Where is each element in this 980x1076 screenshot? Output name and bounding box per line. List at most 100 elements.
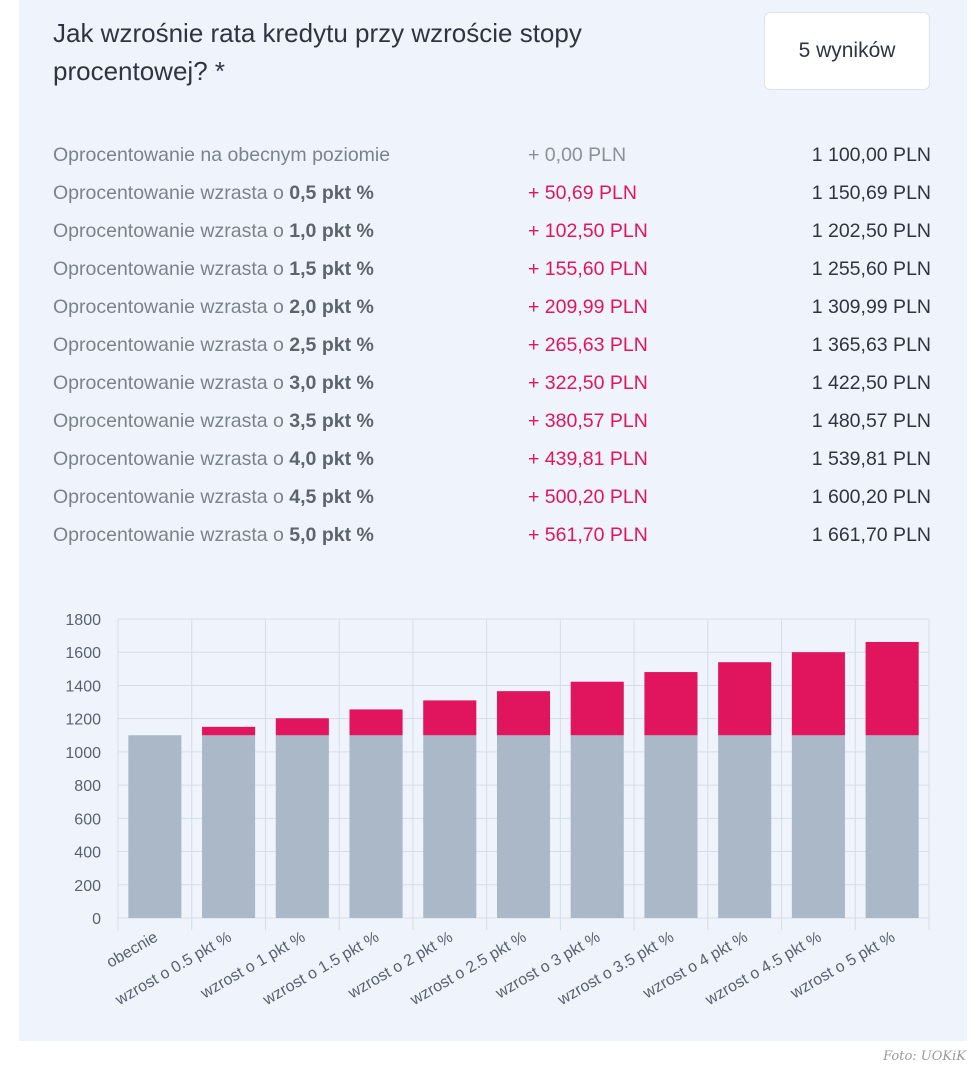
row-increase: + 322,50 PLN (528, 372, 648, 394)
row-label-text: Oprocentowanie wzrasta o (53, 486, 290, 508)
bar-base-rate (202, 735, 256, 918)
row-total: 1 100,00 PLN (811, 144, 931, 166)
row-label-text: Oprocentowanie wzrasta o (53, 448, 290, 470)
table-row: Oprocentowanie wzrasta o 3,5 pkt % + 380,… (53, 402, 931, 440)
row-increase: + 439,81 PLN (528, 448, 648, 470)
bar-increase (202, 726, 256, 736)
row-label-text: Oprocentowanie wzrasta o (53, 220, 290, 242)
row-label-value: 0,5 pkt % (289, 182, 374, 204)
row-label: Oprocentowanie wzrasta o 2,0 pkt % (53, 288, 374, 326)
row-total: 1 600,20 PLN (811, 486, 931, 508)
row-total: 1 422,50 PLN (811, 372, 931, 394)
bar-base-rate (644, 735, 698, 918)
row-increase: + 500,20 PLN (528, 486, 648, 508)
row-total: 1 309,99 PLN (811, 296, 931, 318)
row-total: 1 480,57 PLN (811, 410, 931, 432)
row-label-text: Oprocentowanie wzrasta o (53, 334, 290, 356)
photo-credit: Foto: UOKiK (883, 1049, 966, 1064)
row-label: Oprocentowanie wzrasta o 3,5 pkt % (53, 402, 374, 440)
bar-base-rate (275, 735, 329, 918)
bar-base-rate (349, 735, 403, 918)
row-increase: + 102,50 PLN (528, 220, 648, 242)
bar-increase (349, 709, 403, 736)
bar-base-rate (865, 735, 919, 918)
table-row: Oprocentowanie wzrasta o 5,0 pkt % + 561,… (53, 516, 931, 554)
table-row: Oprocentowanie wzrasta o 1,5 pkt % + 155,… (53, 250, 931, 288)
row-label-value: 4,0 pkt % (289, 448, 374, 470)
bar-increase (423, 700, 477, 736)
row-label: Oprocentowanie wzrasta o 3,0 pkt % (53, 364, 374, 402)
table-row: Oprocentowanie wzrasta o 4,5 pkt % + 500,… (53, 478, 931, 516)
row-total: 1 150,69 PLN (811, 182, 931, 204)
row-increase: + 50,69 PLN (528, 182, 637, 204)
results-count-button[interactable]: 5 wyników (764, 12, 930, 90)
row-label-value: 2,5 pkt % (289, 334, 374, 356)
y-tick-label: 800 (74, 778, 101, 795)
bar-base-rate (570, 735, 624, 918)
row-label-value: 2,0 pkt % (289, 296, 374, 318)
table-row: Oprocentowanie wzrasta o 1,0 pkt % + 102,… (53, 212, 931, 250)
bar-base-rate (791, 735, 845, 918)
y-tick-label: 400 (74, 845, 101, 862)
y-tick-label: 1400 (65, 678, 101, 695)
table-row: Oprocentowanie wzrasta o 2,5 pkt % + 265,… (53, 326, 931, 364)
row-label-value: 4,5 pkt % (289, 486, 374, 508)
row-increase: + 0,00 PLN (528, 144, 627, 166)
y-tick-label: 600 (74, 811, 101, 828)
row-increase: + 380,57 PLN (528, 410, 648, 432)
row-label-text: Oprocentowanie wzrasta o (53, 372, 290, 394)
row-increase: + 265,63 PLN (528, 334, 648, 356)
row-label-text: Oprocentowanie na obecnym poziomie (53, 144, 391, 166)
row-label-text: Oprocentowanie wzrasta o (53, 258, 290, 280)
table-row: Oprocentowanie wzrasta o 0,5 pkt % + 50,6… (53, 174, 931, 212)
row-label-value: 5,0 pkt % (289, 524, 374, 546)
row-label: Oprocentowanie wzrasta o 4,0 pkt % (53, 440, 374, 478)
row-label: Oprocentowanie na obecnym poziomie (53, 136, 390, 174)
bar-increase (644, 672, 698, 736)
table-row: Oprocentowanie wzrasta o 3,0 pkt % + 322,… (53, 364, 931, 402)
bar-base-rate (718, 735, 772, 918)
row-label-text: Oprocentowanie wzrasta o (53, 524, 290, 546)
row-label-value: 1,5 pkt % (289, 258, 374, 280)
rate-table: Oprocentowanie na obecnym poziomie + 0,00… (53, 136, 931, 554)
row-label-value: 3,0 pkt % (289, 372, 374, 394)
row-total: 1 255,60 PLN (811, 258, 931, 280)
row-label-text: Oprocentowanie wzrasta o (53, 296, 290, 318)
row-total: 1 661,70 PLN (811, 524, 931, 546)
bar-increase (275, 718, 329, 736)
row-label-text: Oprocentowanie wzrasta o (53, 410, 290, 432)
row-total: 1 365,63 PLN (811, 334, 931, 356)
bar-base-rate (423, 735, 477, 918)
row-label: Oprocentowanie wzrasta o 0,5 pkt % (53, 174, 374, 212)
row-increase: + 209,99 PLN (528, 296, 648, 318)
bar-increase (718, 662, 772, 736)
row-total: 1 539,81 PLN (811, 448, 931, 470)
x-tick-label: obecnie (104, 929, 161, 972)
page-title: Jak wzrośnie rata kredytu przy wzroście … (53, 18, 582, 86)
bar-increase (496, 691, 551, 736)
y-tick-label: 1600 (65, 645, 101, 662)
table-row: Oprocentowanie wzrasta o 4,0 pkt % + 439,… (53, 440, 931, 478)
row-label: Oprocentowanie wzrasta o 2,5 pkt % (53, 326, 374, 364)
row-increase: + 155,60 PLN (528, 258, 648, 280)
row-label-value: 3,5 pkt % (289, 410, 374, 432)
row-total: 1 202,50 PLN (811, 220, 931, 242)
row-label: Oprocentowanie wzrasta o 1,0 pkt % (53, 212, 374, 250)
y-tick-label: 0 (92, 911, 101, 928)
y-tick-label: 200 (74, 878, 101, 895)
y-tick-label: 1200 (65, 712, 101, 729)
row-label: Oprocentowanie wzrasta o 4,5 pkt % (53, 478, 374, 516)
row-label-value: 1,0 pkt % (289, 220, 374, 242)
bar-base-rate (128, 735, 182, 918)
table-row: Oprocentowanie wzrasta o 2,0 pkt % + 209,… (53, 288, 931, 326)
row-label: Oprocentowanie wzrasta o 1,5 pkt % (53, 250, 374, 288)
row-label-text: Oprocentowanie wzrasta o (53, 182, 290, 204)
table-row: Oprocentowanie na obecnym poziomie + 0,00… (53, 136, 931, 174)
row-label: Oprocentowanie wzrasta o 5,0 pkt % (53, 516, 374, 554)
bar-base-rate (496, 735, 551, 918)
bar-increase (865, 641, 919, 736)
bar-increase (791, 652, 845, 736)
y-tick-label: 1800 (65, 612, 101, 629)
bar-increase (570, 681, 624, 736)
